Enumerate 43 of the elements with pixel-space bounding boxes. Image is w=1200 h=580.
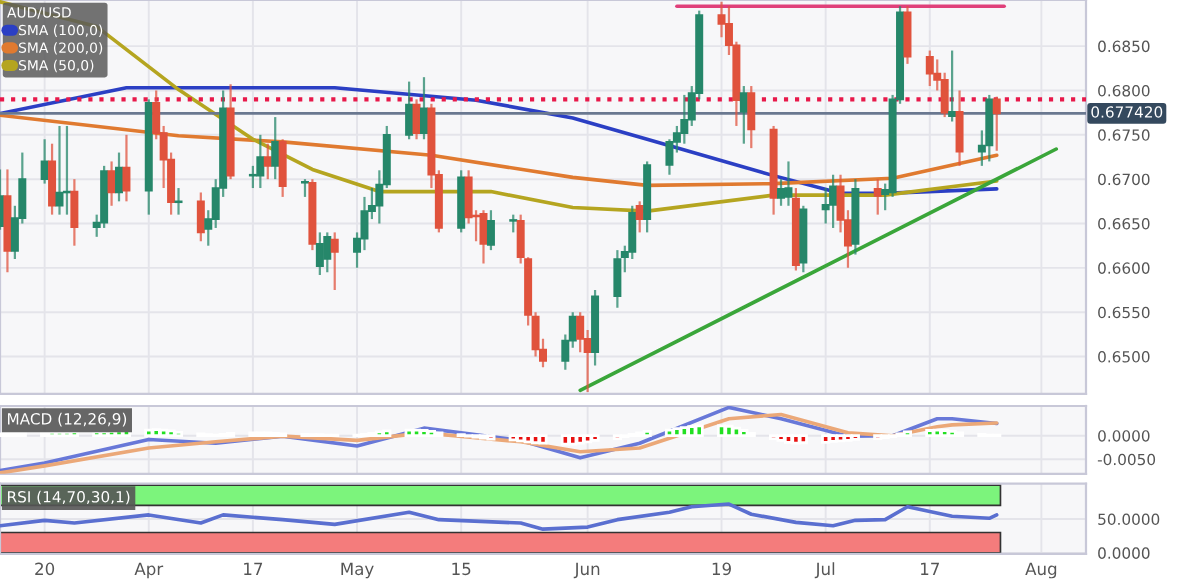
x-tick-label: Jun (573, 562, 600, 579)
candlestick (315, 231, 324, 277)
x-tick-label: Aug (1025, 562, 1057, 579)
candlestick (635, 200, 644, 234)
candlestick (486, 209, 495, 252)
candlestick (479, 209, 488, 265)
candlestick (412, 98, 421, 141)
candlestick (48, 142, 57, 216)
x-tick-label: 20 (35, 562, 55, 576)
x-tick-label: 19 (712, 562, 731, 576)
candlestick (948, 49, 957, 123)
candlestick (330, 231, 339, 292)
candlestick (873, 178, 882, 216)
candlestick (196, 191, 205, 243)
candlestick (55, 124, 64, 216)
candlestick (739, 84, 748, 145)
candlestick (256, 133, 265, 190)
candlestick (271, 115, 280, 181)
candlestick (613, 249, 622, 309)
candlestick (955, 89, 964, 167)
candlestick (680, 93, 689, 145)
candlestick (323, 231, 332, 274)
x-tick-label: 15 (452, 562, 471, 576)
x-tick-label: Jul (814, 562, 835, 579)
candlestick (122, 133, 131, 203)
candlestick (278, 138, 287, 199)
line-series (0, 502, 999, 531)
x-tick-label: Apr (134, 562, 164, 579)
candlestick (903, 5, 912, 65)
x-tick-label: May (341, 562, 374, 579)
candlestick (829, 173, 838, 230)
line-series (0, 113, 999, 188)
x-tick-label: 17 (921, 562, 939, 575)
candlestick (419, 76, 428, 141)
candlestick (985, 93, 994, 163)
candlestick (747, 84, 756, 150)
x-tick-label: 17 (244, 562, 263, 575)
candlestick (70, 178, 79, 247)
candlestick (784, 160, 793, 207)
candlestick (925, 49, 934, 88)
candlestick (405, 80, 414, 141)
candlestick (992, 95, 1001, 152)
candlestick (263, 142, 272, 181)
